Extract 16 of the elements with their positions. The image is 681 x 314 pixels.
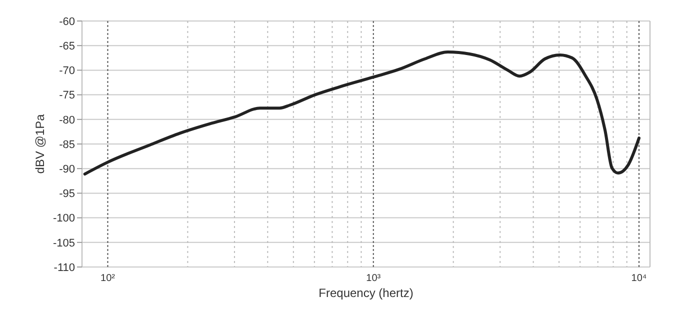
y-axis-title: dBV @1Pa — [33, 114, 47, 174]
x-tick-label: 10⁴ — [631, 273, 647, 284]
y-tick-label: -85 — [59, 138, 75, 151]
x-tick-label: 10³ — [366, 273, 382, 284]
y-tick-label: -75 — [59, 90, 75, 102]
y-tick-label: -80 — [59, 114, 75, 126]
y-tick-label: -105 — [52, 237, 75, 250]
x-tick-label: 10² — [100, 273, 116, 284]
y-tick-label: -90 — [59, 163, 75, 176]
y-tick-label: -95 — [59, 188, 75, 200]
y-tick-label: -60 — [59, 16, 75, 28]
y-tick-label: -70 — [59, 65, 75, 78]
y-tick-label: -110 — [54, 262, 75, 274]
y-tick-label: -100 — [52, 212, 75, 225]
x-axis-title: Frequency (hertz) — [318, 286, 414, 300]
y-tick-label: -65 — [59, 40, 75, 52]
